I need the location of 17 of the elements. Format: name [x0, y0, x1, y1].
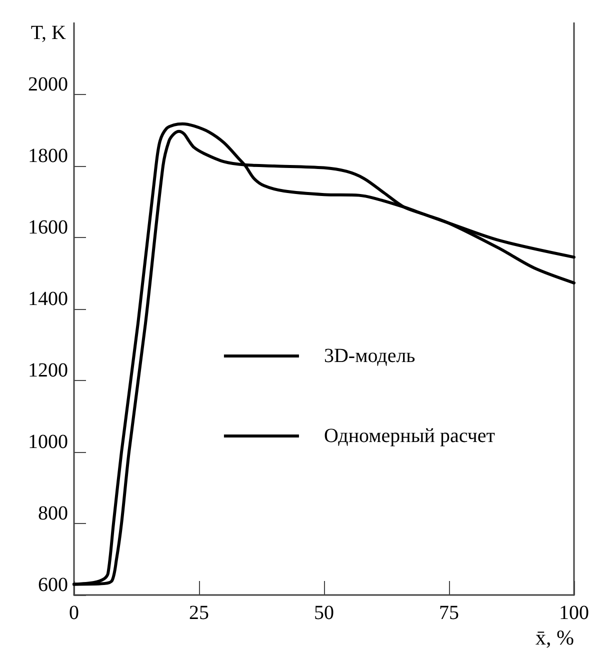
y-tick-label: 600: [38, 574, 68, 596]
y-tick-label: 1400: [28, 288, 68, 310]
y-tick-label: 1000: [28, 431, 68, 453]
y-tick-label: 800: [38, 502, 68, 524]
y-tick-label: 1600: [28, 216, 68, 238]
y-tick-label: 1200: [28, 360, 68, 382]
legend-label: 3D-модель: [324, 345, 416, 368]
x-tick-label: 100: [559, 602, 589, 624]
y-axis-title: T, K: [30, 22, 67, 44]
x-tick-label: 25: [189, 602, 209, 624]
x-tick-label: 75: [439, 602, 459, 624]
legend-label: Одномерный расчет: [324, 425, 496, 448]
y-tick-label: 2000: [28, 74, 68, 96]
x-tick-label: 50: [314, 602, 334, 624]
x-tick-label: 0: [69, 602, 79, 624]
x-axis-title: x̄, %: [536, 626, 574, 650]
y-tick-label: 1800: [28, 145, 68, 167]
